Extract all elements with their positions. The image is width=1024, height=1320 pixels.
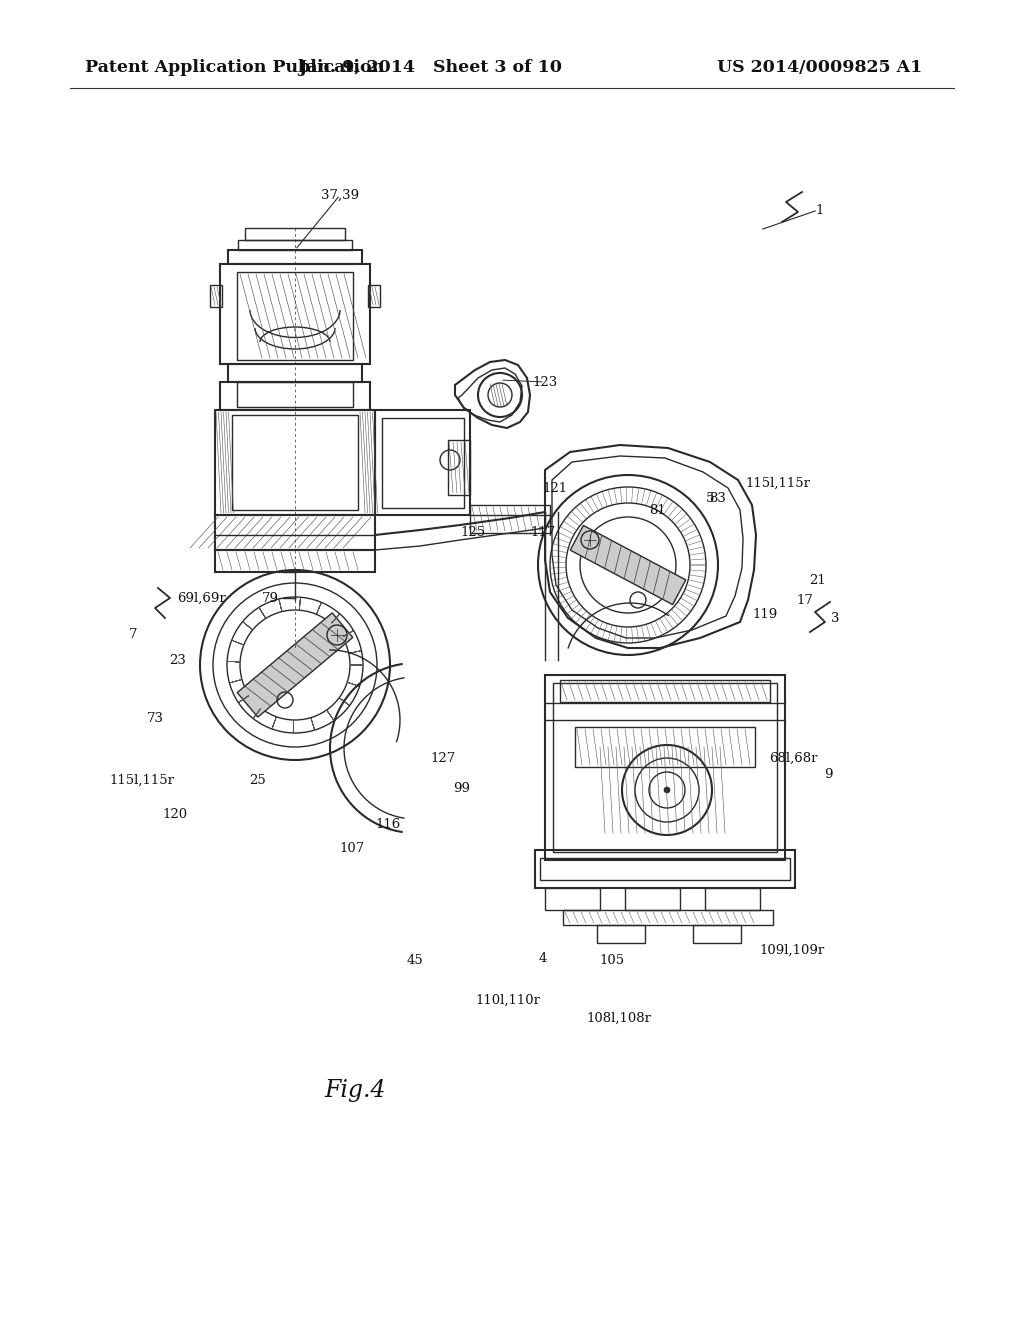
Bar	[238, 240, 352, 249]
Bar	[215, 550, 375, 572]
Text: 4: 4	[539, 952, 547, 965]
Bar	[228, 249, 362, 264]
Bar	[215, 411, 375, 515]
Text: 116: 116	[376, 818, 400, 832]
Bar	[210, 285, 222, 308]
Bar	[368, 285, 380, 308]
Bar	[237, 381, 353, 407]
Text: Jan. 9, 2014   Sheet 3 of 10: Jan. 9, 2014 Sheet 3 of 10	[298, 59, 562, 77]
Bar	[597, 925, 645, 942]
Text: 117: 117	[530, 525, 556, 539]
Text: 68l,68r: 68l,68r	[769, 751, 817, 764]
Text: Fig.4: Fig.4	[325, 1078, 386, 1101]
Text: 5: 5	[706, 491, 714, 504]
Text: Patent Application Publication: Patent Application Publication	[85, 59, 384, 77]
Polygon shape	[238, 612, 353, 717]
Text: 110l,110r: 110l,110r	[475, 994, 541, 1006]
Text: 17: 17	[797, 594, 813, 606]
Text: 120: 120	[163, 808, 187, 821]
Polygon shape	[570, 525, 686, 605]
Text: 45: 45	[407, 953, 423, 966]
Text: 73: 73	[146, 711, 164, 725]
Bar	[228, 364, 362, 381]
Text: 83: 83	[710, 491, 726, 504]
Bar	[449, 440, 470, 495]
Bar	[245, 228, 345, 240]
Text: 108l,108r: 108l,108r	[587, 1011, 651, 1024]
Bar	[705, 888, 760, 909]
Bar	[575, 727, 755, 767]
Bar	[693, 925, 741, 942]
Bar	[545, 888, 600, 909]
Bar	[232, 414, 358, 510]
Text: 125: 125	[461, 525, 485, 539]
Text: 109l,109r: 109l,109r	[760, 944, 824, 957]
Bar	[237, 272, 353, 360]
Bar	[220, 264, 370, 364]
Text: 115l,115r: 115l,115r	[745, 477, 811, 490]
Bar	[563, 909, 773, 925]
Text: 107: 107	[339, 842, 365, 854]
Bar	[625, 888, 680, 909]
Text: 81: 81	[648, 503, 666, 516]
Bar	[553, 682, 777, 851]
Text: US 2014/0009825 A1: US 2014/0009825 A1	[718, 59, 923, 77]
Text: 25: 25	[250, 774, 266, 787]
Text: 7: 7	[129, 628, 137, 642]
Text: 127: 127	[430, 751, 456, 764]
Bar	[470, 506, 550, 533]
Bar	[220, 381, 370, 411]
Text: 119: 119	[753, 609, 777, 622]
Bar	[540, 858, 790, 880]
Text: 37,39: 37,39	[321, 189, 359, 202]
Text: 79: 79	[261, 591, 279, 605]
Circle shape	[664, 787, 670, 793]
Text: 9: 9	[823, 768, 833, 781]
Bar	[535, 850, 795, 888]
Text: 115l,115r: 115l,115r	[110, 774, 174, 787]
Text: 21: 21	[810, 573, 826, 586]
Text: 123: 123	[532, 375, 558, 388]
Bar	[382, 418, 464, 508]
Bar	[545, 675, 785, 861]
Text: 99: 99	[454, 781, 470, 795]
Bar	[375, 411, 470, 515]
Text: 23: 23	[170, 653, 186, 667]
Bar	[215, 515, 375, 550]
Text: 3: 3	[830, 611, 840, 624]
Bar	[560, 680, 770, 702]
Text: 1: 1	[816, 203, 824, 216]
Text: 69l,69r: 69l,69r	[177, 591, 226, 605]
Text: 121: 121	[543, 482, 567, 495]
Text: 105: 105	[599, 953, 625, 966]
